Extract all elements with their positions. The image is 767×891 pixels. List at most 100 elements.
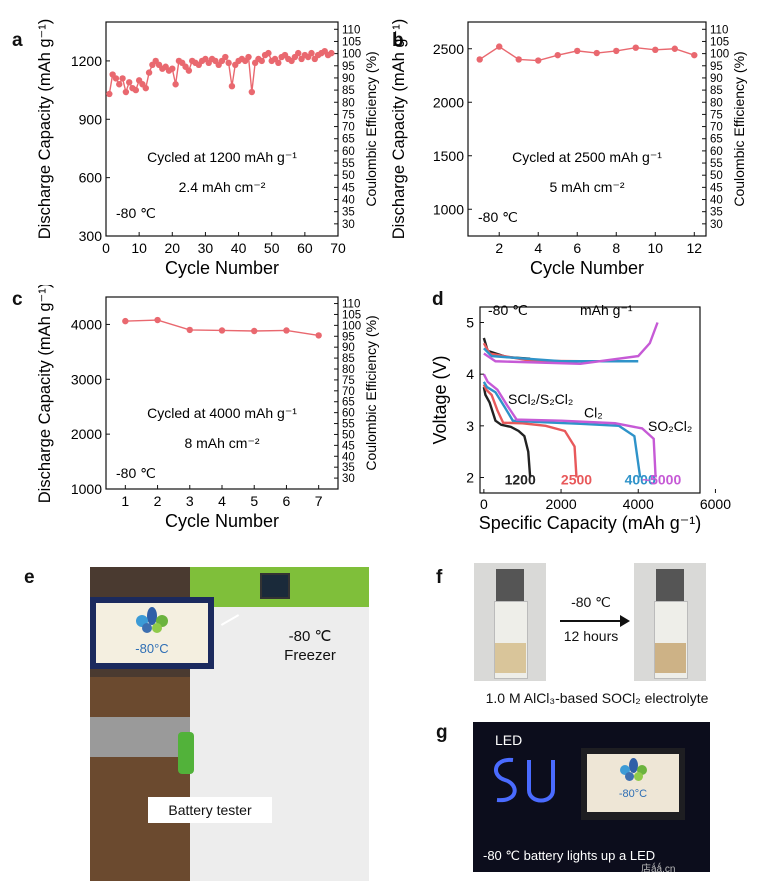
y2-tick-label: 55 [710, 158, 723, 170]
series-label: 4000 [625, 472, 656, 488]
led-label: LED [495, 732, 523, 748]
data-point [613, 47, 620, 55]
data-point [228, 83, 236, 90]
y2-tick-label: 60 [710, 146, 723, 158]
y2-axis-label: Coulombic Efficiency (%) [363, 315, 379, 470]
y-tick-label: 3 [466, 418, 474, 434]
leaf-logo-icon [132, 607, 172, 637]
chart-b: 2 4 6 8 10 12 1000 1500 2000 2500 3035404550556065… [390, 19, 747, 278]
y2-tick-label: 75 [710, 109, 723, 121]
x-axis-label: Cycle Number [165, 511, 279, 531]
y2-tick-label: 105 [342, 309, 361, 321]
y2-tick-label: 70 [342, 386, 355, 398]
y2-tick-label: 105 [342, 36, 361, 48]
screen-display: -80°C [90, 597, 214, 669]
areal-annotation: 5 mAh cm⁻² [549, 179, 624, 195]
y2-tick-label: 85 [342, 85, 355, 97]
rate-annotation: Cycled at 1200 mAh g⁻¹ [147, 149, 297, 165]
series-label: ~5000 [642, 472, 682, 488]
areal-annotation: 8 mAh cm⁻² [184, 435, 259, 451]
data-point [496, 43, 503, 50]
y2-tick-label: 95 [342, 61, 355, 73]
rate-annotation: Cycled at 2500 mAh g⁻¹ [512, 149, 662, 165]
data-point [295, 49, 302, 57]
data-point [222, 53, 229, 61]
chart-c: 1 2 3 4 5 6 7100020003000400030354045505560657… [36, 285, 379, 531]
x-tick-label: 70 [330, 240, 346, 256]
data-point [308, 49, 315, 57]
y2-tick-label: 75 [342, 375, 355, 387]
series-label: 2500 [561, 472, 592, 488]
x-tick-label: 50 [264, 240, 280, 256]
freezer-label: Freezer [284, 647, 336, 664]
plot-frame [479, 306, 701, 494]
data-point [554, 51, 561, 59]
y2-tick-label: 85 [710, 85, 723, 97]
data-point [535, 57, 542, 64]
data-point [116, 81, 123, 88]
freezer-temp-label: -80 ℃ [288, 628, 332, 645]
photo-freezer: -80°C -80 ℃ Freezer Battery tester [90, 567, 369, 881]
y2-tick-label: 35 [710, 207, 723, 219]
rate-annotation: Cycled at 4000 mAh g⁻¹ [147, 405, 297, 421]
y2-tick-label: 85 [342, 353, 355, 365]
y-axis-label: Discharge Capacity (mAh g⁻¹) [36, 19, 54, 240]
data-point [172, 81, 179, 88]
y-tick-label: 4 [466, 366, 474, 382]
arrow-temp-label: -80 ℃ [571, 594, 611, 610]
y-tick-label: 1000 [71, 481, 102, 497]
y-tick-label: 2 [466, 470, 474, 486]
arrow-icon [560, 620, 628, 622]
data-point [328, 49, 335, 57]
led-screen-temp: -80°C [618, 788, 648, 800]
data-point [476, 56, 483, 63]
vial-after-photo [634, 563, 706, 681]
y2-tick-label: 105 [710, 36, 729, 48]
temp-annotation: -80 ℃ [116, 465, 156, 481]
x-tick-label: 2000 [545, 496, 576, 512]
panel-label-f: f [436, 567, 443, 588]
data-point [251, 327, 258, 335]
data-point [132, 86, 140, 94]
y2-tick-label: 35 [342, 207, 355, 219]
y-tick-label: 300 [79, 228, 103, 244]
y2-tick-label: 35 [342, 462, 355, 474]
x-tick-label: 10 [647, 240, 663, 256]
y2-tick-label: 90 [342, 73, 355, 85]
y2-tick-label: 110 [342, 299, 360, 311]
temp-annotation: -80 ℃ [478, 209, 518, 225]
y-axis-label: Voltage (V) [430, 355, 450, 444]
y2-tick-label: 90 [710, 73, 723, 85]
y2-tick-label: 95 [342, 331, 355, 343]
series-line [479, 45, 695, 62]
watermark-text: 店ǻǻ.cn [641, 864, 676, 872]
y2-axis-label: Coulombic Efficiency (%) [731, 51, 747, 206]
data-point [186, 326, 193, 334]
y2-tick-label: 100 [710, 49, 729, 61]
x-tick-label: 5 [250, 493, 258, 509]
y-axis-label: Discharge Capacity (mAh g⁻¹) [36, 285, 54, 503]
data-point [245, 53, 252, 61]
data-point [632, 44, 639, 51]
chart-d: 0 2000 4000 6000 2 3 4 5 Specific Capacity (mAh … [430, 302, 731, 533]
y-tick-label: 900 [79, 111, 103, 127]
panel-label-b: b [392, 30, 404, 51]
y2-tick-label: 50 [710, 170, 723, 182]
x-tick-label: 12 [687, 240, 703, 256]
panel-label-a: a [12, 30, 23, 51]
panel-label-c: c [12, 289, 23, 310]
data-point [218, 327, 226, 334]
chart-a: 0 10 20 30 40 50 60 703006009001200303540455055… [36, 19, 379, 278]
series-line [108, 50, 332, 95]
x-tick-label: 0 [480, 496, 488, 512]
data-point [671, 45, 678, 52]
data-point [574, 47, 581, 55]
data-point [265, 49, 272, 57]
y2-tick-label: 65 [710, 134, 723, 146]
temp-annotation: -80 ℃ [488, 302, 528, 318]
data-point [315, 332, 322, 339]
y2-tick-label: 80 [710, 97, 723, 109]
areal-annotation: 2.4 mAh cm⁻² [179, 179, 266, 195]
y2-tick-label: 45 [710, 182, 723, 194]
plot-frame [105, 21, 339, 237]
